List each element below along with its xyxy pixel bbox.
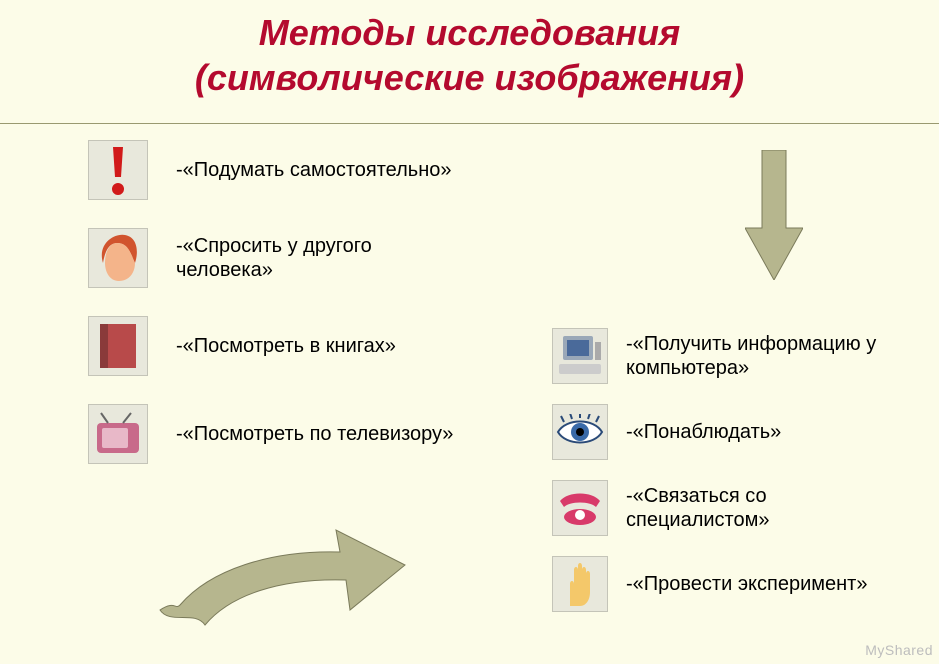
- arrow-down-icon: [745, 150, 803, 280]
- list-item: -«Понаблюдать»: [552, 404, 876, 460]
- item-label: -«Связаться соспециалистом»: [626, 484, 769, 532]
- computer-icon: [552, 328, 608, 384]
- right-column: -«Получить информацию укомпьютера» -«Пон…: [552, 328, 876, 632]
- exclaim-icon: [88, 140, 148, 200]
- watermark: MyShared: [865, 642, 933, 658]
- list-item: -«Посмотреть по телевизору»: [88, 404, 453, 464]
- title-divider: [0, 123, 939, 124]
- face-icon: [88, 228, 148, 288]
- list-item: -«Посмотреть в книгах»: [88, 316, 453, 376]
- item-label: -«Спросить у другогочеловека»: [176, 234, 372, 282]
- list-item: -«Спросить у другогочеловека»: [88, 228, 453, 288]
- arrow-curve-icon: [150, 510, 410, 630]
- left-column: -«Подумать самостоятельно» -«Спросить у …: [88, 140, 453, 492]
- eye-icon: [552, 404, 608, 460]
- item-label: -«Провести эксперимент»: [626, 572, 867, 596]
- phone-icon: [552, 480, 608, 536]
- item-label: -«Подумать самостоятельно»: [176, 158, 452, 182]
- tv-icon: [88, 404, 148, 464]
- item-label: -«Понаблюдать»: [626, 420, 781, 444]
- hand-icon: [552, 556, 608, 612]
- item-label: -«Получить информацию укомпьютера»: [626, 332, 876, 380]
- item-label: -«Посмотреть по телевизору»: [176, 422, 453, 446]
- list-item: -«Получить информацию укомпьютера»: [552, 328, 876, 384]
- title-line-2: (символические изображения): [195, 57, 744, 98]
- title-line-1: Методы исследования: [259, 12, 680, 53]
- list-item: -«Связаться соспециалистом»: [552, 480, 876, 536]
- list-item: -«Подумать самостоятельно»: [88, 140, 453, 200]
- item-label: -«Посмотреть в книгах»: [176, 334, 396, 358]
- book-icon: [88, 316, 148, 376]
- list-item: -«Провести эксперимент»: [552, 556, 876, 612]
- slide-title: Методы исследования (символические изобр…: [0, 0, 939, 100]
